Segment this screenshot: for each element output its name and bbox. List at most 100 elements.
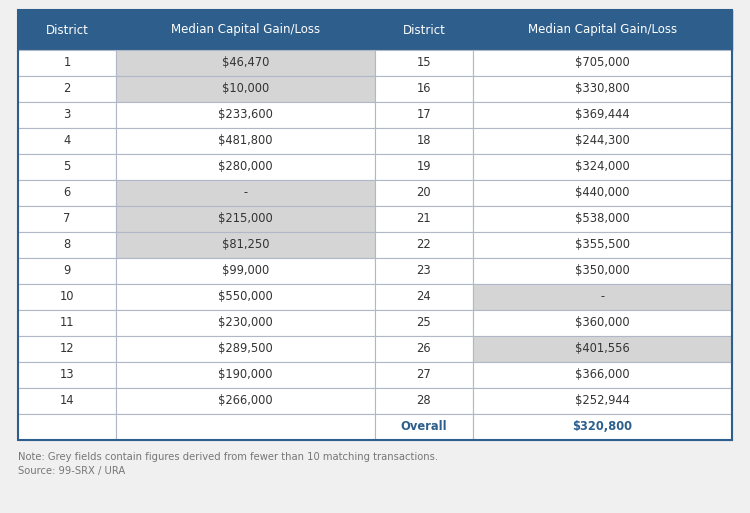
Bar <box>18 154 116 180</box>
Bar <box>375 206 472 232</box>
Bar <box>375 310 472 336</box>
Bar <box>375 154 472 180</box>
Text: $215,000: $215,000 <box>218 212 273 226</box>
Text: $289,500: $289,500 <box>218 343 273 356</box>
Bar <box>472 258 732 284</box>
Text: 18: 18 <box>417 134 431 148</box>
Bar <box>472 232 732 258</box>
Text: Median Capital Gain/Loss: Median Capital Gain/Loss <box>171 24 320 36</box>
Bar <box>18 50 116 76</box>
Bar <box>116 154 375 180</box>
Bar <box>472 206 732 232</box>
Bar <box>116 388 375 414</box>
Bar <box>116 180 375 206</box>
Bar <box>472 336 732 362</box>
Text: 26: 26 <box>416 343 431 356</box>
Text: 24: 24 <box>416 290 431 304</box>
Text: 3: 3 <box>63 109 70 122</box>
Text: 21: 21 <box>416 212 431 226</box>
Bar <box>18 76 116 102</box>
Text: $538,000: $538,000 <box>575 212 630 226</box>
Text: $369,444: $369,444 <box>575 109 630 122</box>
Text: 6: 6 <box>63 187 70 200</box>
Bar <box>375 388 472 414</box>
Bar <box>18 414 116 440</box>
Text: Source: 99-SRX / URA: Source: 99-SRX / URA <box>18 466 125 476</box>
Bar <box>18 258 116 284</box>
Bar <box>18 10 116 50</box>
Text: 16: 16 <box>417 83 431 95</box>
Text: 11: 11 <box>60 317 74 329</box>
Text: 19: 19 <box>417 161 431 173</box>
Text: $244,300: $244,300 <box>575 134 630 148</box>
Text: $81,250: $81,250 <box>222 239 269 251</box>
Bar <box>472 414 732 440</box>
Text: 7: 7 <box>63 212 70 226</box>
Bar <box>472 102 732 128</box>
Bar <box>116 232 375 258</box>
Bar <box>18 336 116 362</box>
Bar <box>472 180 732 206</box>
Bar <box>375 128 472 154</box>
Bar <box>18 10 732 440</box>
Text: $705,000: $705,000 <box>575 56 630 69</box>
Text: District: District <box>46 24 88 36</box>
Bar <box>18 388 116 414</box>
Bar <box>18 232 116 258</box>
Text: $280,000: $280,000 <box>218 161 273 173</box>
Bar <box>375 102 472 128</box>
Text: $230,000: $230,000 <box>218 317 273 329</box>
Text: $190,000: $190,000 <box>218 368 273 382</box>
Bar <box>375 10 472 50</box>
Text: 10: 10 <box>60 290 74 304</box>
Text: Note: Grey fields contain figures derived from fewer than 10 matching transactio: Note: Grey fields contain figures derive… <box>18 452 438 462</box>
Bar <box>472 50 732 76</box>
Text: $324,000: $324,000 <box>575 161 630 173</box>
Text: $99,000: $99,000 <box>222 265 269 278</box>
Text: 5: 5 <box>63 161 70 173</box>
Bar <box>472 76 732 102</box>
Text: $330,800: $330,800 <box>575 83 630 95</box>
Text: Median Capital Gain/Loss: Median Capital Gain/Loss <box>528 24 677 36</box>
Text: 2: 2 <box>63 83 70 95</box>
Text: 14: 14 <box>60 394 74 407</box>
Bar <box>18 206 116 232</box>
Text: District: District <box>403 24 445 36</box>
Text: 13: 13 <box>59 368 74 382</box>
Text: -: - <box>600 290 604 304</box>
Bar <box>18 180 116 206</box>
Bar <box>116 362 375 388</box>
Text: 12: 12 <box>59 343 74 356</box>
Text: $355,500: $355,500 <box>575 239 630 251</box>
Text: 28: 28 <box>416 394 431 407</box>
Text: $366,000: $366,000 <box>575 368 630 382</box>
Text: $46,470: $46,470 <box>222 56 269 69</box>
Bar <box>375 180 472 206</box>
Text: 15: 15 <box>416 56 431 69</box>
Bar <box>375 336 472 362</box>
Bar <box>472 128 732 154</box>
Bar <box>375 50 472 76</box>
Text: Overall: Overall <box>400 421 447 433</box>
Text: $401,556: $401,556 <box>575 343 630 356</box>
Text: $550,000: $550,000 <box>218 290 273 304</box>
Bar <box>116 336 375 362</box>
Text: $233,600: $233,600 <box>218 109 273 122</box>
Text: 17: 17 <box>416 109 431 122</box>
Bar <box>375 258 472 284</box>
Bar <box>116 206 375 232</box>
Bar <box>472 310 732 336</box>
Text: -: - <box>243 187 248 200</box>
Bar <box>472 362 732 388</box>
Bar <box>116 258 375 284</box>
Text: $360,000: $360,000 <box>575 317 630 329</box>
Bar <box>18 102 116 128</box>
Text: $252,944: $252,944 <box>575 394 630 407</box>
Bar <box>18 310 116 336</box>
Text: 4: 4 <box>63 134 70 148</box>
Bar <box>375 362 472 388</box>
Bar <box>116 102 375 128</box>
Bar <box>116 414 375 440</box>
Text: $266,000: $266,000 <box>218 394 273 407</box>
Bar <box>18 284 116 310</box>
